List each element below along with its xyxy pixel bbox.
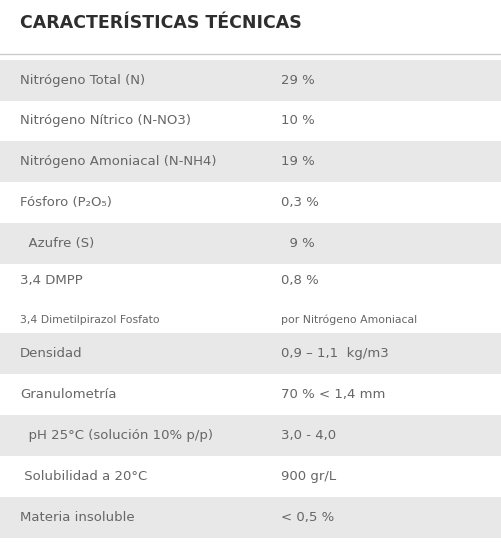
Text: 3,4 DMPP: 3,4 DMPP — [20, 274, 83, 287]
Text: 70 % < 1,4 mm: 70 % < 1,4 mm — [281, 388, 385, 401]
Bar — [0, 60, 501, 100]
Text: 19 %: 19 % — [281, 155, 314, 168]
Bar — [0, 223, 501, 264]
Text: por Nitrógeno Amoniacal: por Nitrógeno Amoniacal — [281, 314, 416, 325]
Text: Azufre (S): Azufre (S) — [20, 237, 94, 250]
Bar — [0, 497, 501, 538]
Text: Materia insoluble: Materia insoluble — [20, 510, 134, 523]
Text: 0,3 %: 0,3 % — [281, 196, 318, 209]
Text: 29 %: 29 % — [281, 74, 314, 87]
Text: Densidad: Densidad — [20, 348, 83, 361]
Text: Nitrógeno Total (N): Nitrógeno Total (N) — [20, 74, 145, 87]
Text: 3,0 - 4,0: 3,0 - 4,0 — [281, 429, 336, 442]
Text: Granulometría: Granulometría — [20, 388, 116, 401]
Bar — [0, 415, 501, 456]
Text: CARACTERÍSTICAS TÉCNICAS: CARACTERÍSTICAS TÉCNICAS — [20, 14, 301, 31]
Text: < 0,5 %: < 0,5 % — [281, 510, 334, 523]
Text: Fósforo (P₂O₅): Fósforo (P₂O₅) — [20, 196, 112, 209]
Text: 0,9 – 1,1  kg/m3: 0,9 – 1,1 kg/m3 — [281, 348, 388, 361]
Text: 900 gr/L: 900 gr/L — [281, 470, 336, 483]
Text: 9 %: 9 % — [281, 237, 314, 250]
Bar — [0, 333, 501, 374]
Text: 0,8 %: 0,8 % — [281, 274, 318, 287]
Text: 10 %: 10 % — [281, 115, 314, 128]
Text: Nitrógeno Nítrico (N-NO3): Nitrógeno Nítrico (N-NO3) — [20, 115, 191, 128]
Text: pH 25°C (solución 10% p/p): pH 25°C (solución 10% p/p) — [20, 429, 212, 442]
Text: Nitrógeno Amoniacal (N-NH4): Nitrógeno Amoniacal (N-NH4) — [20, 155, 216, 168]
Bar — [0, 141, 501, 182]
Text: 3,4 Dimetilpirazol Fosfato: 3,4 Dimetilpirazol Fosfato — [20, 315, 159, 325]
Text: Solubilidad a 20°C: Solubilidad a 20°C — [20, 470, 147, 483]
